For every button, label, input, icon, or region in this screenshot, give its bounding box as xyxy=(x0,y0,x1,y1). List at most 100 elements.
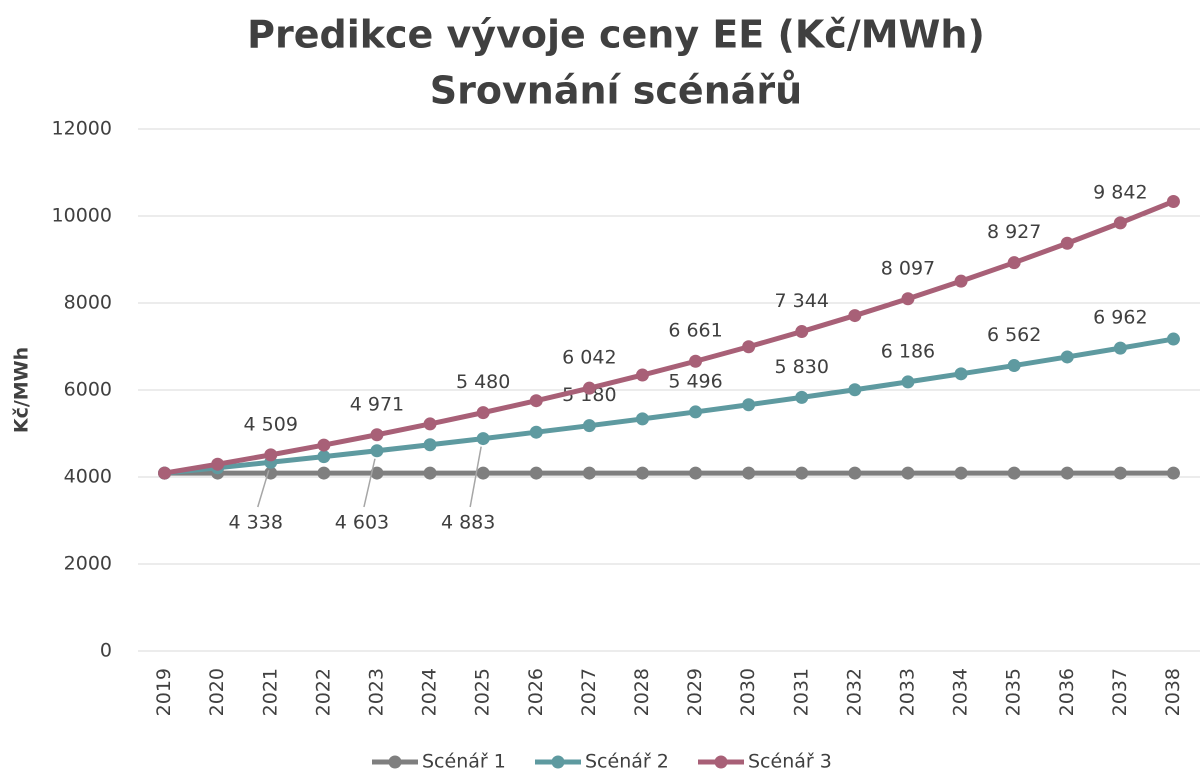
data-point xyxy=(264,448,278,462)
y-tick-label: 6000 xyxy=(64,379,112,401)
x-tick-label: 2037 xyxy=(1109,668,1131,716)
leader-line xyxy=(469,446,482,508)
data-point xyxy=(1166,194,1180,208)
x-tick-label: 2020 xyxy=(206,668,228,716)
x-tick-label: 2035 xyxy=(1003,668,1025,716)
x-tick-label: 2029 xyxy=(684,668,706,716)
data-point xyxy=(742,340,756,354)
data-point xyxy=(635,466,649,480)
legend-marker xyxy=(714,755,728,769)
x-tick-label: 2033 xyxy=(896,668,918,716)
data-point xyxy=(1113,341,1127,355)
data-label: 9 842 xyxy=(1093,181,1147,203)
data-point xyxy=(954,466,968,480)
data-label: 4 338 xyxy=(229,512,283,534)
data-point xyxy=(423,466,437,480)
data-label: 7 344 xyxy=(775,290,829,312)
data-point xyxy=(848,309,862,323)
data-point xyxy=(370,428,384,442)
data-point xyxy=(1166,332,1180,346)
data-point xyxy=(476,406,490,420)
x-tick-label: 2026 xyxy=(525,668,547,716)
data-point xyxy=(529,425,543,439)
data-point xyxy=(582,419,596,433)
data-point xyxy=(795,390,809,404)
y-tick-label: 12000 xyxy=(52,118,112,140)
series-line xyxy=(164,199,1175,476)
data-point xyxy=(476,432,490,446)
data-point xyxy=(1060,350,1074,364)
data-point xyxy=(317,438,331,452)
chart-title: Predikce vývoje ceny EE (Kč/MWh) xyxy=(247,13,985,57)
x-tick-label: 2023 xyxy=(365,668,387,716)
data-label: 6 562 xyxy=(987,324,1041,346)
data-point xyxy=(529,394,543,408)
data-point xyxy=(582,466,596,480)
data-point xyxy=(370,466,384,480)
x-tick-label: 2030 xyxy=(737,668,759,716)
data-point xyxy=(901,466,915,480)
legend-label: Scénář 3 xyxy=(748,751,832,773)
data-label: 8 097 xyxy=(881,257,935,279)
data-label: 6 042 xyxy=(562,347,616,369)
data-point xyxy=(1007,256,1021,270)
legend-label: Scénář 2 xyxy=(585,751,669,773)
data-point xyxy=(1166,466,1180,480)
data-label: 5 480 xyxy=(456,371,510,393)
data-point xyxy=(901,292,915,306)
x-tick-label: 2025 xyxy=(472,668,494,716)
data-label: 6 661 xyxy=(668,320,722,342)
data-point xyxy=(689,466,703,480)
data-point xyxy=(848,466,862,480)
data-point xyxy=(582,381,596,395)
data-point xyxy=(689,354,703,368)
x-tick-label: 2034 xyxy=(950,668,972,716)
x-tick-label: 2031 xyxy=(790,668,812,716)
data-point xyxy=(529,466,543,480)
data-point xyxy=(211,457,225,471)
x-tick-label: 2036 xyxy=(1056,668,1078,716)
y-tick-label: 10000 xyxy=(52,205,112,227)
data-point xyxy=(795,466,809,480)
data-label: 6 962 xyxy=(1093,307,1147,329)
y-axis-label: Kč/MWh xyxy=(11,347,33,433)
x-tick-label: 2021 xyxy=(259,668,281,716)
data-label: 4 509 xyxy=(244,413,298,435)
data-point xyxy=(742,466,756,480)
data-point xyxy=(1060,236,1074,250)
data-point xyxy=(742,398,756,412)
data-point xyxy=(317,466,331,480)
data-point xyxy=(1113,216,1127,230)
data-point xyxy=(635,368,649,382)
data-point xyxy=(795,325,809,339)
chart-title: Srovnání scénářů xyxy=(430,69,802,113)
x-tick-label: 2022 xyxy=(312,668,334,716)
data-point xyxy=(635,412,649,426)
x-tick-label: 2032 xyxy=(843,668,865,716)
y-tick-label: 8000 xyxy=(64,292,112,314)
data-label: 4 883 xyxy=(441,512,495,534)
x-tick-label: 2027 xyxy=(578,668,600,716)
data-point xyxy=(317,450,331,464)
data-point xyxy=(370,444,384,458)
data-label: 5 830 xyxy=(775,356,829,378)
data-point xyxy=(423,438,437,452)
data-label: 4 603 xyxy=(335,512,389,534)
data-label: 8 927 xyxy=(987,221,1041,243)
data-point xyxy=(1007,466,1021,480)
data-label: 4 971 xyxy=(350,393,404,415)
x-tick-label: 2038 xyxy=(1162,668,1184,716)
data-point xyxy=(848,383,862,397)
data-point xyxy=(954,274,968,288)
x-tick-label: 2024 xyxy=(419,668,441,716)
leader-line xyxy=(363,458,376,508)
y-tick-label: 0 xyxy=(100,640,112,662)
y-tick-label: 4000 xyxy=(64,466,112,488)
data-point xyxy=(689,405,703,419)
legend-marker xyxy=(388,755,402,769)
data-point xyxy=(901,375,915,389)
x-tick-label: 2028 xyxy=(631,668,653,716)
legend-marker xyxy=(551,755,565,769)
data-point xyxy=(954,367,968,381)
